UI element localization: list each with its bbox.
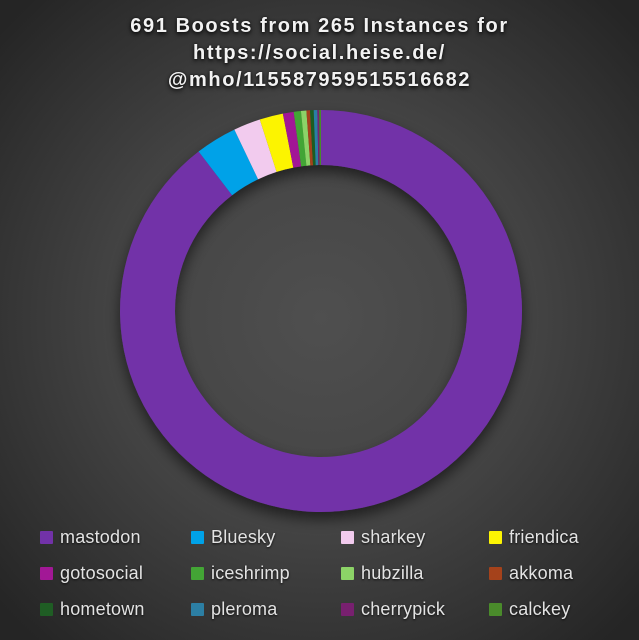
legend-item-calckey: calckey (489, 598, 579, 620)
legend-item-sharkey: sharkey (341, 526, 489, 548)
legend-label-hubzilla: hubzilla (361, 562, 424, 583)
legend-swatch-cherrypick (341, 602, 354, 616)
legend-swatch-pleroma (191, 602, 204, 616)
legend-label-iceshrimp: iceshrimp (211, 562, 290, 583)
chart-title: 691 Boosts from 265 Instances for https:… (0, 13, 639, 94)
legend-swatch-hometown (40, 602, 53, 616)
legend-swatch-calckey (489, 602, 502, 616)
legend-item-mastodon: mastodon (40, 526, 191, 548)
legend-item-pleroma: pleroma (191, 598, 341, 620)
donut-segments (120, 109, 523, 512)
donut-segment-sharkey (234, 119, 277, 180)
legend-swatch-iceshrimp (191, 566, 204, 580)
donut-segment-gotosocial (282, 111, 302, 168)
legend-item-hubzilla: hubzilla (341, 562, 489, 584)
legend-swatch-bluesky (191, 530, 204, 544)
legend-label-friendica: friendica (509, 526, 579, 547)
legend-swatch-friendica (489, 530, 502, 544)
donut-segment-hubzilla (300, 110, 311, 166)
legend-label-gotosocial: gotosocial (60, 562, 144, 583)
legend-item-akkoma: akkoma (489, 562, 579, 584)
legend-label-bluesky: Bluesky (211, 526, 276, 547)
legend-item-iceshrimp: iceshrimp (191, 562, 341, 584)
donut-segment-mastodon (120, 109, 523, 512)
donut-segment-cherrypick (317, 110, 320, 166)
donut-segment-akkoma (306, 110, 314, 166)
legend-item-gotosocial: gotosocial (40, 562, 191, 584)
legend-item-friendica: friendica (489, 526, 579, 548)
legend-label-sharkey: sharkey (361, 526, 426, 547)
donut-segment-calckey (319, 110, 321, 166)
legend-label-mastodon: mastodon (60, 526, 141, 547)
legend-label-hometown: hometown (60, 598, 145, 619)
legend-label-calckey: calckey (509, 598, 571, 619)
legend-label-cherrypick: cherrypick (361, 598, 446, 619)
legend-item-cherrypick: cherrypick (341, 598, 489, 620)
legend-label-akkoma: akkoma (509, 562, 574, 583)
legend-swatch-hubzilla (341, 566, 354, 580)
legend-swatch-sharkey (341, 530, 354, 544)
donut-segment-iceshrimp (293, 111, 307, 167)
legend-swatch-mastodon (40, 530, 53, 544)
donut-segment-hometown (310, 110, 316, 166)
chart-title-line2: https://social.heise.de/ (193, 42, 446, 64)
legend-swatch-akkoma (489, 566, 502, 580)
chart-title-line1: 691 Boosts from 265 Instances for (130, 15, 509, 37)
legend-swatch-gotosocial (40, 566, 53, 580)
legend-item-hometown: hometown (40, 598, 191, 620)
chart-title-line3: @mho/115587959515516682 (167, 69, 472, 91)
donut-segment-pleroma (313, 110, 319, 166)
legend-label-pleroma: pleroma (211, 598, 278, 619)
donut-segment-bluesky (198, 129, 259, 196)
donut-segment-friendica (259, 113, 294, 172)
legend-item-bluesky: Bluesky (191, 526, 341, 548)
chart-legend: mastodon Bluesky sharkey friendica gotos… (40, 526, 579, 620)
